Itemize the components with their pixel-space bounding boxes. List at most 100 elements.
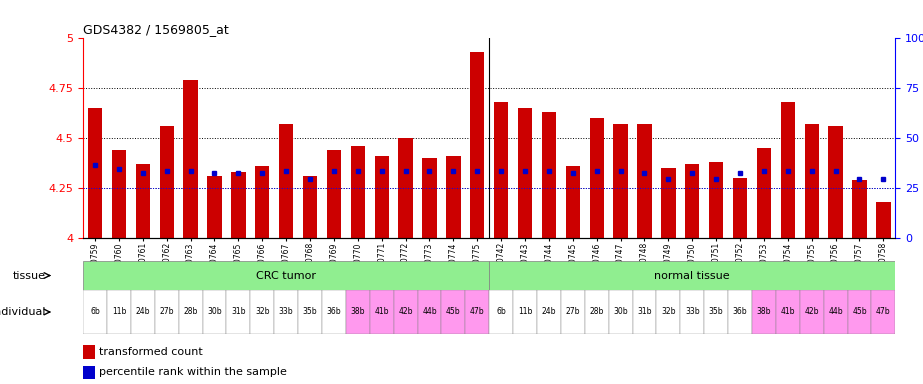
FancyBboxPatch shape [656,290,680,334]
Text: 38b: 38b [757,308,772,316]
FancyBboxPatch shape [489,261,895,290]
FancyBboxPatch shape [322,290,346,334]
Text: 42b: 42b [399,308,413,316]
Bar [518,108,533,238]
Text: 31b: 31b [231,308,246,316]
Bar [757,148,771,238]
FancyBboxPatch shape [776,290,799,334]
Text: normal tissue: normal tissue [654,270,730,281]
Bar [231,172,246,238]
FancyBboxPatch shape [608,290,632,334]
Text: percentile rank within the sample: percentile rank within the sample [99,367,287,377]
FancyBboxPatch shape [370,290,393,334]
Bar [351,146,365,238]
Text: 27b: 27b [566,308,580,316]
FancyBboxPatch shape [871,290,895,334]
Bar [685,164,700,238]
FancyBboxPatch shape [298,290,322,334]
FancyBboxPatch shape [465,290,489,334]
Text: 38b: 38b [351,308,366,316]
Bar [614,124,628,238]
Bar [88,108,102,238]
Bar [83,345,94,359]
FancyBboxPatch shape [489,290,513,334]
Text: 42b: 42b [805,308,819,316]
Bar [566,166,580,238]
Bar [279,124,294,238]
Text: 35b: 35b [709,308,724,316]
FancyBboxPatch shape [226,290,250,334]
FancyBboxPatch shape [513,290,537,334]
Bar [160,126,174,238]
Bar [83,366,94,379]
Bar [829,126,843,238]
Text: 11b: 11b [112,308,126,316]
FancyBboxPatch shape [799,290,823,334]
Bar [327,150,342,238]
Bar [852,180,867,238]
Bar [661,168,676,238]
Text: 33b: 33b [279,308,294,316]
Text: 28b: 28b [184,308,198,316]
Text: 36b: 36b [327,308,342,316]
FancyBboxPatch shape [680,290,704,334]
Text: 45b: 45b [446,308,461,316]
Text: 6b: 6b [90,308,100,316]
FancyBboxPatch shape [83,261,489,290]
Text: GDS4382 / 1569805_at: GDS4382 / 1569805_at [83,23,229,36]
Bar [112,150,126,238]
Text: 27b: 27b [160,308,174,316]
FancyBboxPatch shape [83,290,107,334]
FancyBboxPatch shape [417,290,441,334]
Text: 44b: 44b [828,308,843,316]
Text: CRC tumor: CRC tumor [256,270,317,281]
FancyBboxPatch shape [585,290,608,334]
Bar [136,164,150,238]
Text: 31b: 31b [637,308,652,316]
Bar [208,176,222,238]
Text: 33b: 33b [685,308,700,316]
FancyBboxPatch shape [179,290,202,334]
Bar [303,176,318,238]
FancyBboxPatch shape [847,290,871,334]
Text: transformed count: transformed count [99,347,203,357]
FancyBboxPatch shape [537,290,561,334]
Text: 30b: 30b [613,308,628,316]
Text: 47b: 47b [876,308,891,316]
Bar [255,166,270,238]
Text: 35b: 35b [303,308,318,316]
Text: 41b: 41b [375,308,389,316]
FancyBboxPatch shape [823,290,847,334]
Bar [709,162,724,238]
Bar [590,118,604,238]
FancyBboxPatch shape [728,290,752,334]
FancyBboxPatch shape [155,290,179,334]
Bar [399,138,413,238]
FancyBboxPatch shape [441,290,465,334]
Text: 24b: 24b [136,308,150,316]
Text: 6b: 6b [497,308,506,316]
Text: individual: individual [0,307,45,317]
Bar [805,124,819,238]
Text: tissue: tissue [13,270,45,281]
Bar [184,80,198,238]
Bar [470,52,485,238]
Text: 41b: 41b [781,308,795,316]
Text: 47b: 47b [470,308,485,316]
FancyBboxPatch shape [346,290,370,334]
Bar [733,178,748,238]
Bar [446,156,461,238]
Bar [494,102,509,238]
Bar [876,202,891,238]
Text: 11b: 11b [518,308,533,316]
Text: 44b: 44b [422,308,437,316]
FancyBboxPatch shape [107,290,131,334]
FancyBboxPatch shape [274,290,298,334]
Bar [375,156,389,238]
FancyBboxPatch shape [752,290,776,334]
Bar [637,124,652,238]
Text: 45b: 45b [852,308,867,316]
FancyBboxPatch shape [131,290,155,334]
FancyBboxPatch shape [250,290,274,334]
Bar [542,112,556,238]
